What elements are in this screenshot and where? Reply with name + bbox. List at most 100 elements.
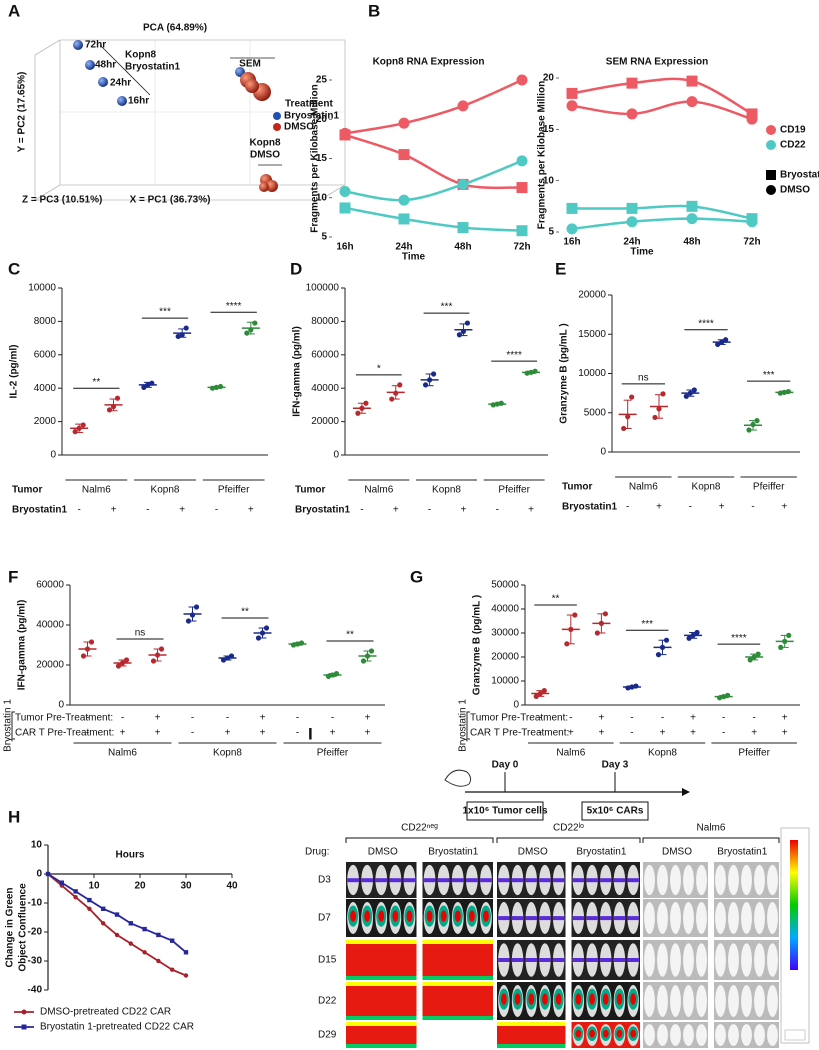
pca-box [319, 184, 346, 201]
sign: - [215, 505, 218, 516]
data-point [244, 330, 250, 336]
group-label: Nalm6 [108, 748, 137, 759]
series-line [571, 217, 753, 231]
row-label: Bryostatin1 [562, 502, 617, 513]
marker [766, 185, 776, 195]
pca-annotation: 16hr [128, 96, 149, 107]
signal [525, 878, 537, 883]
mouse [754, 864, 765, 896]
significance-label: *** [441, 302, 453, 313]
sign: - [331, 713, 334, 724]
drug-label: Drug: [305, 847, 329, 858]
pca-title: PCA (64.89%) [143, 23, 207, 34]
signal [437, 878, 450, 883]
mouse [728, 1024, 739, 1046]
y-tick-label: 15 [543, 124, 555, 135]
group-bracket [642, 837, 780, 843]
sign: - [752, 713, 755, 724]
marker [87, 906, 92, 911]
legend-label: Bryostatin 1-pretreated CD22 CAR [40, 1022, 194, 1033]
marker [21, 1009, 27, 1015]
group-label: Pfeiffer [738, 748, 770, 759]
signal [613, 916, 626, 921]
series-line [571, 204, 753, 220]
marker [128, 941, 133, 946]
y-tick-label: 0 [333, 450, 339, 461]
pca-box [34, 39, 61, 56]
data-point [80, 422, 86, 428]
data-point [397, 382, 403, 388]
sign: + [782, 728, 788, 739]
pca-point [73, 40, 83, 50]
drug-name: Bryostatin1 [717, 847, 767, 858]
pca-annotation: Kopn8 [125, 50, 157, 61]
error-bar [750, 653, 759, 661]
sign: - [630, 713, 633, 724]
pca-point [117, 96, 127, 106]
sign: - [722, 713, 725, 724]
legend-label: DMSO-pretreated CD22 CAR [40, 1007, 171, 1018]
mouse [767, 1024, 778, 1046]
marker [746, 216, 758, 228]
group-label: Kopn8 [151, 485, 180, 496]
marker [566, 223, 578, 235]
y-axis-label: IFN-gamma (pg/ml) [17, 600, 28, 691]
sign: + [690, 728, 696, 739]
mouse [657, 902, 668, 934]
sign: + [460, 505, 466, 516]
series-line [344, 206, 523, 232]
mouse [683, 943, 694, 977]
error-bar [83, 641, 92, 657]
signal [539, 878, 551, 883]
data-point [464, 320, 471, 326]
data-point [660, 391, 666, 397]
bli-edge [346, 1044, 417, 1048]
pca-annotation: 48hr [95, 60, 116, 71]
y-tick-label: 30000 [491, 628, 519, 639]
bli-image [497, 1022, 566, 1048]
signal [350, 910, 356, 922]
sign: + [260, 728, 266, 739]
signal [378, 910, 385, 922]
marker [114, 912, 120, 917]
bli-edge [422, 940, 493, 944]
bracket [466, 711, 470, 740]
data-point [141, 384, 147, 390]
y-tick-label: 20 [543, 73, 555, 84]
bli-edge [346, 982, 417, 986]
pca-annotation: 24hr [110, 78, 131, 89]
drug-name: DMSO [662, 847, 692, 858]
marker [128, 921, 133, 926]
signal [498, 916, 510, 921]
panel-label: B [368, 1, 380, 20]
sign: - [689, 502, 692, 513]
error-bar [109, 398, 118, 412]
bli-edge [497, 1044, 566, 1048]
error-bar [780, 634, 789, 648]
marker [566, 202, 578, 214]
y-tick-label: 20000 [311, 416, 339, 427]
sign: - [539, 728, 542, 739]
y-tick-label: 15000 [578, 329, 606, 340]
x-tick-label: 16h [563, 237, 580, 248]
marker [170, 967, 175, 972]
sign: + [365, 728, 371, 739]
group-label: Pfeiffer [317, 748, 349, 759]
mouse [767, 943, 778, 977]
legend-label: CD19 [780, 125, 806, 136]
x-tick-label: 16h [336, 242, 353, 253]
group-label: Pfeiffer [218, 485, 250, 496]
drug-name: Bryostatin1 [576, 847, 626, 858]
error-bar [655, 394, 663, 419]
signal [627, 916, 639, 921]
marker [626, 108, 638, 120]
bli-edge [422, 1016, 493, 1020]
signal [403, 878, 416, 883]
signal [589, 993, 595, 1005]
row-label: Bryostatin1 [295, 505, 350, 516]
marker [626, 77, 638, 89]
pca-point [266, 180, 278, 192]
error-bar [357, 402, 366, 414]
y-tick-label: 40000 [311, 383, 339, 394]
